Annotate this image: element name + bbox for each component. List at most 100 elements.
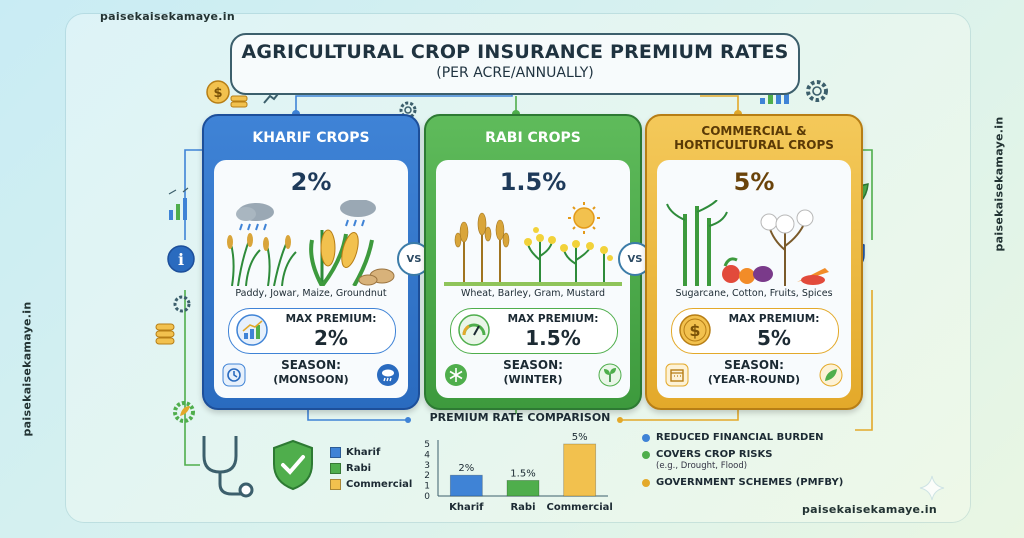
- svg-text:$: $: [213, 86, 222, 101]
- wheat-icon: [454, 212, 510, 286]
- leaf-icon: [819, 363, 843, 387]
- stethoscope-icon: [202, 436, 254, 498]
- card-commercial-title-line2: HORTICULTURAL CROPS: [674, 138, 834, 152]
- benefit-text-2: COVERS CROP RISKS: [656, 449, 773, 460]
- legend-label-rabi: Rabi: [346, 462, 372, 474]
- y-tick-label: 3: [424, 461, 430, 471]
- card-kharif-season: SEASON: (MONSOON): [214, 358, 408, 396]
- benefit-item-2: COVERS CROP RISKS (e.g., Drought, Flood): [640, 449, 860, 471]
- title-box: AGRICULTURAL CROP INSURANCE PREMIUM RATE…: [230, 33, 800, 95]
- card-kharif-title: KHARIF CROPS: [252, 130, 370, 146]
- card-rabi-season-label: SEASON:: [503, 358, 563, 372]
- card-kharif-body: 2%: [214, 160, 408, 398]
- card-rabi-season-value: (WINTER): [503, 373, 563, 386]
- card-rabi-max-premium: MAX PREMIUM: 1.5%: [450, 308, 618, 354]
- chart-up-icon: [236, 314, 268, 346]
- card-commercial-max-label: MAX PREMIUM:: [728, 313, 820, 325]
- card-kharif-max-premium: MAX PREMIUM: 2%: [228, 308, 396, 354]
- card-commercial-rate: 5%: [733, 168, 775, 196]
- card-rabi-crops: Wheat, Barley, Gram, Mustard: [460, 288, 606, 299]
- maize-icon: [309, 229, 374, 286]
- card-rabi-rate: 1.5%: [499, 168, 567, 196]
- card-commercial-crops: Sugarcane, Cotton, Fruits, Spices: [675, 288, 833, 299]
- card-rabi-season: SEASON: (WINTER): [436, 358, 630, 396]
- legend-swatch-rabi: [330, 462, 341, 474]
- card-rabi-max-value: 1.5%: [525, 326, 581, 350]
- cotton-icon: [760, 209, 814, 286]
- card-kharif-crops: Paddy, Jowar, Maize, Groundnut: [235, 288, 387, 299]
- watermark-bottom: paisekaisekamaye.in: [802, 503, 937, 516]
- benefits-list: REDUCED FINANCIAL BURDEN COVERS CROP RIS…: [640, 432, 860, 494]
- sprout-icon: [598, 363, 622, 387]
- x-tick-label-commercial: Commercial: [547, 502, 613, 513]
- benefit-item-3: GOVERNMENT SCHEMES (PMFBY): [640, 477, 860, 488]
- mini-chart-icon-left: [168, 187, 189, 220]
- bar-commercial: [563, 443, 597, 497]
- card-commercial-title-line1: COMMERCIAL &: [701, 124, 807, 138]
- benefit-dot-3: [642, 479, 650, 487]
- chart-legend: Kharif Rabi Commercial: [330, 444, 412, 492]
- rain-cloud-icon: [236, 203, 274, 231]
- svg-text:$: $: [689, 321, 700, 340]
- leaf-gear-icon: [173, 401, 195, 423]
- card-commercial: COMMERCIAL & HORTICULTURAL CROPS 5%: [645, 114, 863, 410]
- sparkle-icon: [919, 475, 945, 501]
- benefit-dot-2: [642, 451, 650, 459]
- legend-swatch-kharif: [330, 446, 341, 458]
- legend-label-kharif: Kharif: [346, 446, 381, 458]
- legend-item-commercial: Commercial: [330, 476, 412, 492]
- rain-icon: [377, 364, 399, 386]
- x-tick-label-kharif: Kharif: [449, 502, 484, 513]
- commercial-crops-illustration: [666, 200, 829, 286]
- card-rabi-max-label: MAX PREMIUM:: [507, 313, 599, 325]
- watermark-top: paisekaisekamaye.in: [100, 10, 235, 23]
- y-tick-label: 2: [424, 471, 430, 481]
- data-label-kharif: 2%: [458, 463, 474, 474]
- benefit-dot-1: [642, 434, 650, 442]
- rain-cloud-icon-2: [340, 200, 376, 227]
- bar-rabi: [506, 480, 540, 497]
- card-rabi: RABI CROPS 1.5%: [424, 114, 642, 410]
- legend-swatch-commercial: [330, 478, 341, 490]
- legend-item-kharif: Kharif: [330, 444, 412, 460]
- data-label-rabi: 1.5%: [510, 468, 535, 479]
- dollar-coin-icon: $: [679, 314, 711, 346]
- calendar-icon: [665, 363, 689, 387]
- y-tick-label: 1: [424, 482, 430, 492]
- page-title: AGRICULTURAL CROP INSURANCE PREMIUM RATE…: [241, 41, 789, 63]
- info-icon: i: [167, 245, 195, 273]
- groundnut-icon: [358, 268, 395, 286]
- card-commercial-max-premium: $ MAX PREMIUM: 5%: [671, 308, 839, 354]
- card-kharif-max-value: 2%: [314, 326, 348, 350]
- benefit-item-1: REDUCED FINANCIAL BURDEN: [640, 432, 860, 443]
- snowflake-icon: [445, 364, 467, 386]
- sun-icon: [568, 202, 600, 234]
- y-tick-label: 4: [424, 450, 430, 460]
- fruits-vegetables-icon: [722, 257, 829, 285]
- coin-stack-icon: $: [206, 80, 248, 108]
- card-rabi-title: RABI CROPS: [485, 130, 581, 146]
- y-tick-label: 0: [424, 492, 430, 502]
- card-commercial-title: COMMERCIAL & HORTICULTURAL CROPS: [647, 116, 861, 160]
- coin-stack-icon-left: [155, 323, 175, 345]
- sugarcane-icon: [683, 206, 711, 286]
- card-commercial-body: 5% Sugarcane, Cotton, Fruits, Spices: [657, 160, 851, 398]
- card-kharif-season-value: (MONSOON): [273, 373, 349, 386]
- rabi-crops-illustration: [444, 202, 622, 286]
- card-commercial-season-label: SEASON:: [724, 358, 784, 372]
- bar-kharif: [449, 474, 483, 497]
- y-tick-label: 5: [424, 440, 430, 450]
- clock-icon: [222, 363, 246, 387]
- comparison-title: PREMIUM RATE COMPARISON: [429, 411, 611, 424]
- benefit-sub-2: (e.g., Drought, Flood): [656, 461, 748, 471]
- card-rabi-body: 1.5%: [436, 160, 630, 398]
- benefit-text-3: GOVERNMENT SCHEMES (PMFBY): [656, 477, 844, 488]
- card-kharif-max-label: MAX PREMIUM:: [285, 313, 377, 325]
- card-commercial-season-value: (YEAR-ROUND): [707, 373, 801, 386]
- kharif-crops-illustration: [227, 200, 395, 286]
- shield-check-icon: [273, 439, 313, 491]
- page-subtitle: (PER ACRE/ANNUALLY): [436, 65, 594, 81]
- gear-icon-top-right: [806, 80, 828, 102]
- legend-label-commercial: Commercial: [346, 478, 413, 490]
